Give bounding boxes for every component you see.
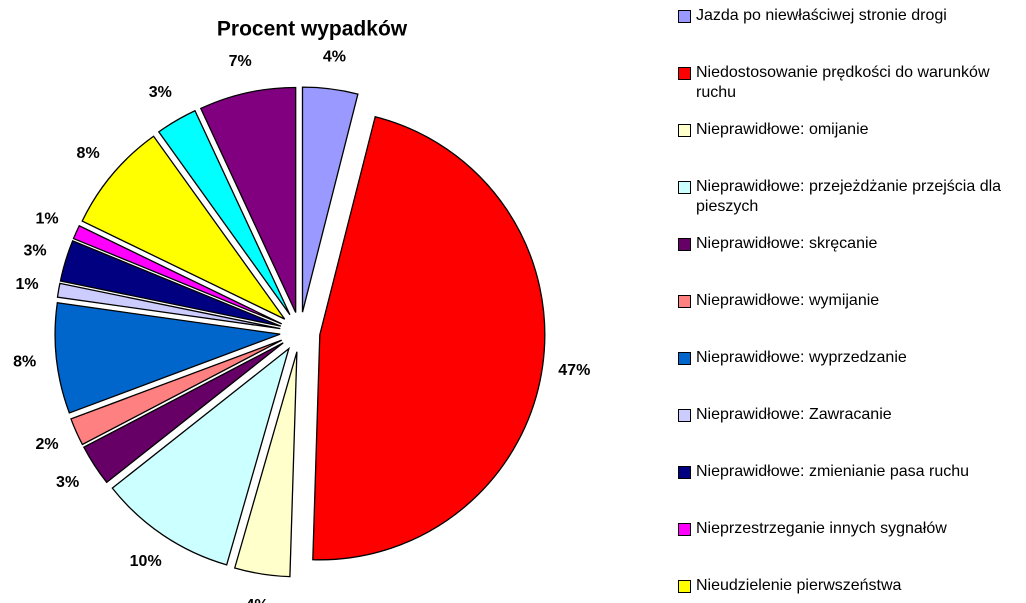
legend-label: Nieprawidłowe: wymijanie <box>696 292 880 309</box>
legend-swatch <box>678 295 691 308</box>
legend-swatch <box>678 466 691 479</box>
legend-swatch <box>678 124 691 137</box>
data-label: 2% <box>36 436 59 453</box>
data-label: 47% <box>558 362 590 379</box>
data-label: 4% <box>323 48 346 65</box>
data-label: 1% <box>36 210 59 227</box>
legend-item: Nieprawidłowe: wyprzedzanie <box>676 348 1021 368</box>
legend-swatch <box>678 238 691 251</box>
pie-slice <box>233 351 298 578</box>
legend-swatch <box>678 409 691 422</box>
pie-slice <box>301 86 359 313</box>
legend-item: Nieudzielenie pierwszeństwa <box>676 576 1021 596</box>
legend-item: Nieprawidłowe: przejeżdżanie przejścia d… <box>676 177 1021 217</box>
legend-swatch <box>678 181 691 194</box>
data-label: 3% <box>23 243 46 260</box>
legend-label: Nieprawidłowe: omijanie <box>696 121 869 138</box>
legend-label: Nieprawidłowe: zmienianie pasa ruchu <box>696 463 970 480</box>
legend-label: Nieprawidłowe: Zawracanie <box>696 406 892 423</box>
legend-label: Nieprawidłowe: przejeżdżanie przejścia d… <box>696 178 1002 215</box>
pie-slice <box>70 339 283 446</box>
pie-slice <box>56 282 281 330</box>
legend-item: Nieprawidłowe: skręcanie <box>676 234 1021 254</box>
legend-item: Nieprawidłowe: wymijanie <box>676 291 1021 311</box>
data-label: 8% <box>77 145 100 162</box>
data-label: 7% <box>229 53 252 70</box>
data-label: 3% <box>56 474 79 491</box>
pie-slice <box>59 240 282 327</box>
legend-label: Nieprawidłowe: skręcanie <box>696 235 878 252</box>
legend-label: Nieudzielenie pierwszeństwa <box>696 577 902 594</box>
pie-slice <box>82 342 284 484</box>
pie-slice <box>81 135 286 320</box>
legend-item: Nieprzestrzeganie innych sygnałów <box>676 519 1021 539</box>
legend-swatch <box>678 67 691 80</box>
legend-swatch <box>678 10 691 23</box>
pie-plot: Procent wypadków 4% 47% 4% 10% 3% 2% 8% 1% 3% 1% 8… <box>13 18 590 603</box>
legend-item: Nieprawidłowe: omijanie <box>676 120 1021 140</box>
legend-item: Jazda po niewłaściwej stronie drogi <box>676 6 1021 26</box>
data-label: 3% <box>149 84 172 101</box>
data-label: 1% <box>15 276 38 293</box>
legend-item: Niedostosowanie prędkości do warunków ru… <box>676 63 1021 103</box>
pie-slice <box>157 109 291 316</box>
legend-swatch <box>678 523 691 536</box>
pie-slice <box>111 346 291 566</box>
legend-item: Nieprawidłowe: Zawracanie <box>676 405 1021 425</box>
legend-swatch <box>678 580 691 593</box>
data-label: 8% <box>13 353 36 370</box>
legend-label: Nieprzestrzeganie innych sygnałów <box>696 520 947 537</box>
pie-slice <box>199 86 297 313</box>
pie-slice <box>54 302 281 414</box>
data-label: 10% <box>130 553 162 570</box>
pie-slice <box>312 115 546 561</box>
data-label: 4% <box>246 597 269 603</box>
legend-label: Nieprawidłowe: wyprzedzanie <box>696 349 907 366</box>
legend-swatch <box>678 352 691 365</box>
legend-label: Niedostosowanie prędkości do warunków ru… <box>696 64 990 101</box>
pie-slice <box>72 224 283 325</box>
chart-title: Procent wypadków <box>217 18 408 41</box>
legend-item: Nieprawidłowe: zmienianie pasa ruchu <box>676 462 1021 482</box>
legend-label: Jazda po niewłaściwej stronie drogi <box>696 7 947 24</box>
